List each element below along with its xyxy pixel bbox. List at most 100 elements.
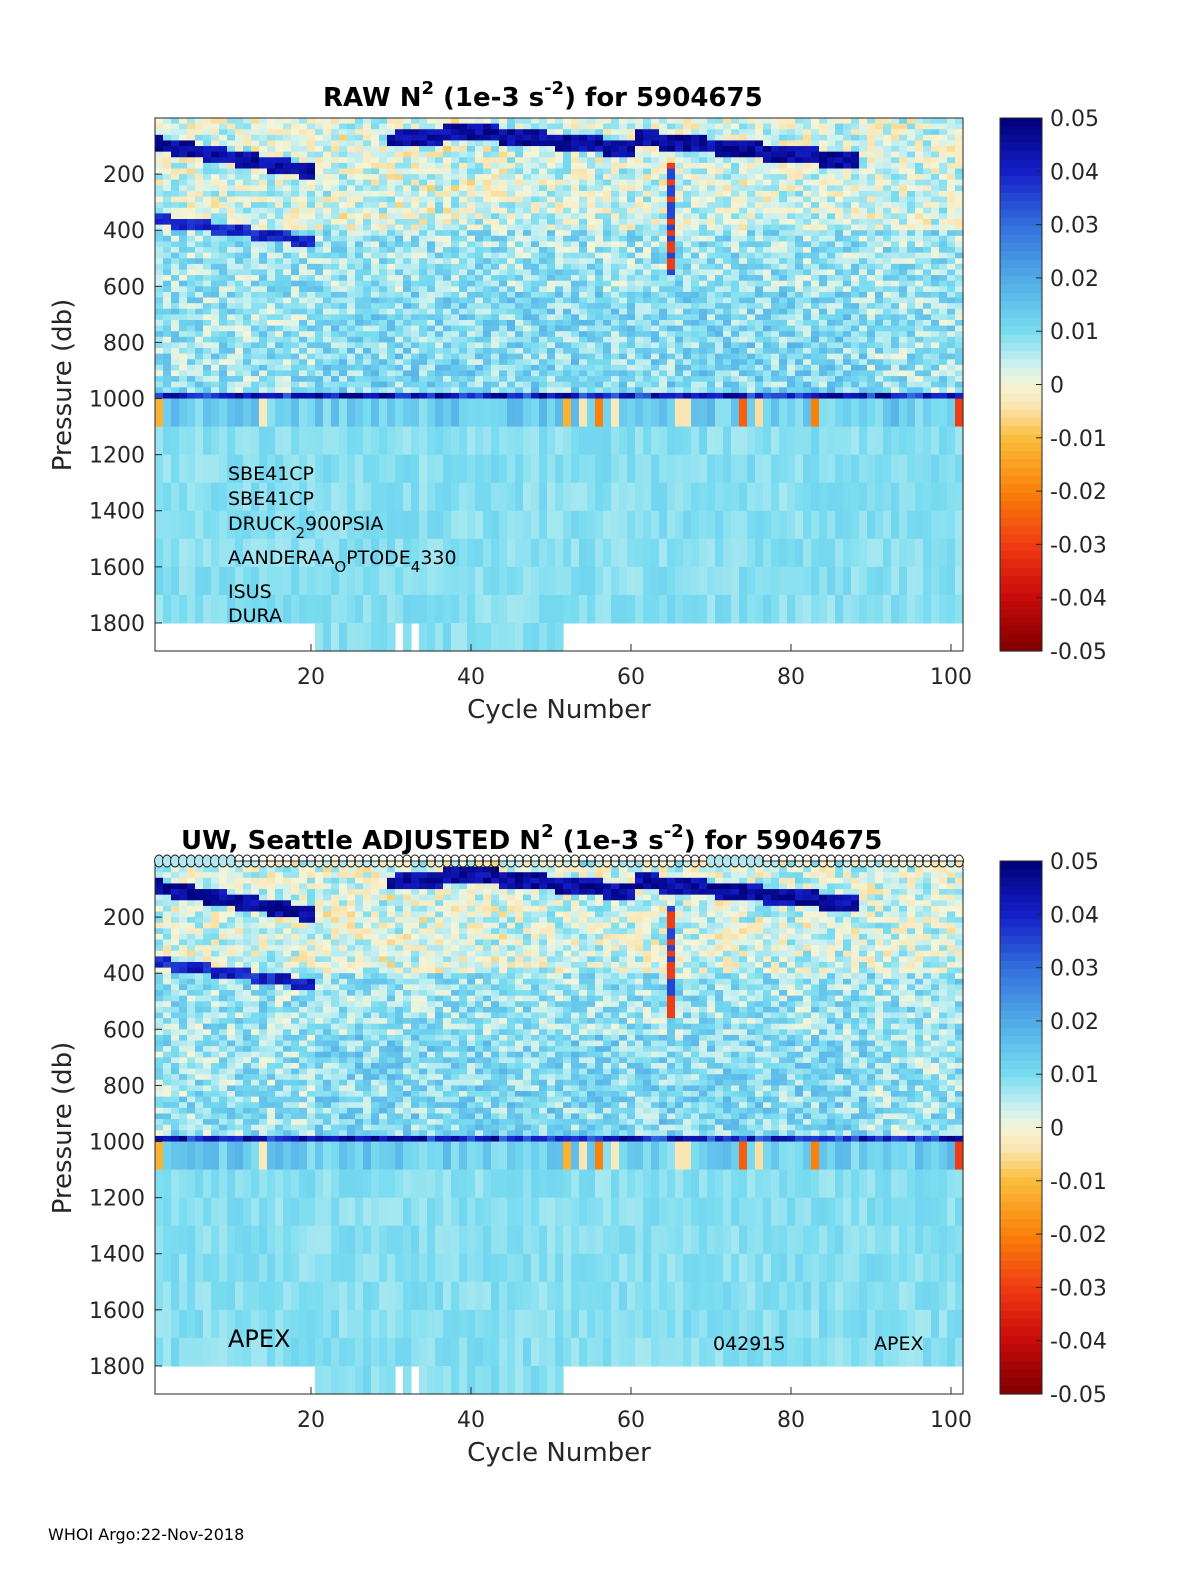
heat-cell — [603, 308, 612, 315]
heat-cell — [387, 319, 396, 327]
heat-cell — [475, 190, 484, 198]
heat-cell — [763, 218, 772, 226]
heat-cell — [547, 297, 556, 304]
heat-cell — [803, 510, 812, 540]
heat-cell — [291, 370, 300, 377]
heat-cell — [627, 179, 636, 186]
heat-cell — [507, 342, 516, 349]
heat-cell — [283, 202, 292, 209]
heat-cell — [483, 230, 492, 237]
heat-cell — [683, 308, 692, 315]
heat-cell — [675, 230, 684, 237]
heat-cell — [171, 398, 180, 428]
heat-cell — [715, 398, 724, 428]
heat-cell — [667, 213, 676, 220]
heat-cell — [667, 129, 676, 136]
heat-cell — [563, 252, 572, 259]
heat-cell — [523, 566, 532, 596]
heat-cell — [387, 370, 396, 377]
heat-cell — [699, 151, 708, 158]
heat-cell — [579, 218, 588, 226]
heat-cell — [347, 398, 356, 428]
heat-cell — [203, 342, 212, 349]
heat-cell — [771, 275, 780, 282]
heat-cell — [307, 325, 316, 332]
heat-cell — [635, 376, 644, 383]
heat-cell — [315, 252, 324, 259]
heat-cell — [491, 482, 500, 512]
heat-cell — [267, 370, 276, 377]
heat-cell — [659, 241, 668, 248]
heat-cell — [171, 538, 180, 568]
heat-cell — [483, 510, 492, 540]
heat-cell — [299, 303, 308, 310]
heat-cell — [531, 353, 540, 360]
heat-cell — [819, 482, 828, 512]
heat-cell — [595, 280, 604, 287]
heat-cell — [275, 263, 284, 271]
heat-cell — [491, 218, 500, 226]
heat-cell — [771, 319, 780, 327]
heat-cell — [691, 134, 700, 142]
heat-cell — [563, 146, 572, 153]
heat-cell — [611, 207, 620, 214]
heat-cell — [699, 392, 708, 400]
heat-cell — [747, 224, 756, 231]
heat-cell — [651, 308, 660, 315]
heat-cell — [475, 157, 484, 164]
heat-cell — [235, 146, 244, 153]
heat-cell — [747, 482, 756, 512]
heat-cell — [483, 319, 492, 327]
heat-cell — [235, 348, 244, 355]
heat-cell — [747, 185, 756, 192]
heat-cell — [779, 275, 788, 282]
heat-cell — [739, 123, 748, 130]
heat-cell — [731, 123, 740, 130]
heat-cell — [387, 247, 396, 254]
heat-cell — [555, 275, 564, 282]
heat-cell — [347, 202, 356, 209]
heat-cell — [515, 392, 524, 400]
heat-cell — [651, 291, 660, 299]
heat-cell — [531, 308, 540, 315]
heat-cell — [427, 207, 436, 214]
heat-cell — [507, 134, 516, 142]
heat-cell — [651, 129, 660, 136]
heat-cell — [323, 538, 332, 568]
heat-cell — [835, 280, 844, 287]
heat-cell — [803, 151, 812, 158]
heat-cell — [515, 342, 524, 349]
heat-cell — [747, 263, 756, 271]
heat-cell — [715, 224, 724, 231]
heat-cell — [691, 566, 700, 596]
heat-cell — [659, 185, 668, 192]
heat-cell — [211, 325, 220, 332]
heat-cell — [675, 241, 684, 248]
heat-cell — [459, 566, 468, 596]
heat-cell — [259, 263, 268, 271]
heat-cell — [459, 123, 468, 130]
heat-cell — [675, 218, 684, 226]
heat-cell — [763, 280, 772, 287]
heat-cell — [731, 325, 740, 332]
heat-cell — [771, 297, 780, 304]
heat-cell — [283, 319, 292, 327]
heat-cell — [683, 241, 692, 248]
heat-cell — [211, 291, 220, 299]
heat-cell — [323, 454, 332, 484]
heat-cell — [491, 353, 500, 360]
heat-cell — [763, 185, 772, 192]
heat-cell — [819, 319, 828, 327]
heat-cell — [611, 157, 620, 164]
heat-cell — [195, 218, 204, 226]
heat-cell — [339, 146, 348, 153]
heat-cell — [299, 308, 308, 315]
heat-cell — [211, 331, 220, 338]
heat-cell — [203, 387, 212, 394]
heat-cell — [795, 129, 804, 136]
heat-cell — [835, 129, 844, 136]
heat-cell — [539, 118, 548, 125]
heat-cell — [771, 359, 780, 366]
heat-cell — [387, 196, 396, 203]
heat-cell — [795, 230, 804, 237]
